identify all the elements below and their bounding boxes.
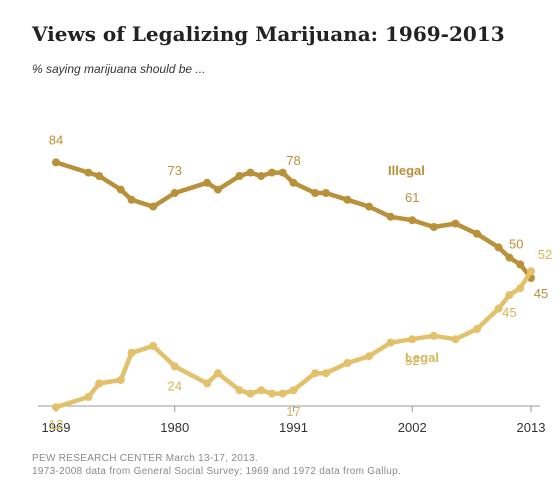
- data-point-legal-1980: [170, 362, 179, 371]
- data-point-legal-1998: [365, 352, 374, 361]
- data-point-illegal-1980: [170, 189, 179, 197]
- chart-subtitle: % saying marijuana should be ...: [32, 62, 206, 76]
- data-point-illegal-1983: [203, 178, 212, 187]
- data-point-legal-1989: [267, 389, 276, 398]
- x-axis-ticks: 1969 1980 1991 2002 2013: [42, 406, 546, 435]
- data-point-illegal-1986: [235, 172, 244, 180]
- data-point-illegal-1991: [289, 178, 298, 187]
- data-point-illegal-2000: [386, 212, 395, 221]
- x-tick-label-1980: 1980: [160, 420, 189, 435]
- data-point-legal-2012: [516, 284, 525, 293]
- x-tick-label-2002: 2002: [398, 420, 427, 435]
- data-point-legal-1978: [149, 342, 158, 350]
- data-point-illegal-1987: [246, 168, 255, 177]
- data-label-illegal-1991: 78: [286, 153, 300, 168]
- data-label-illegal-1980: 73: [168, 163, 182, 178]
- data-point-legal-1987: [246, 389, 255, 398]
- data-point-legal-1984: [213, 369, 222, 378]
- x-tick-label-1991: 1991: [279, 420, 308, 435]
- data-point-illegal-1994: [321, 189, 330, 197]
- data-point-illegal-2010: [494, 243, 503, 252]
- series-layer: [52, 158, 535, 412]
- data-label-illegal-2013: 45: [534, 286, 548, 301]
- data-point-illegal-2011: [505, 253, 514, 262]
- data-point-legal-1969: [52, 403, 60, 412]
- data-labels: 84 73 78 61 50 45 Illegal 12 24 17 32 45 52 Legal: [49, 132, 552, 432]
- data-point-illegal-1975: [116, 185, 125, 194]
- data-point-legal-1983: [203, 379, 212, 388]
- data-point-illegal-1990: [278, 168, 287, 177]
- data-point-legal-1996: [343, 359, 352, 367]
- data-label-illegal-2012: 50: [509, 236, 523, 251]
- data-label-legal-1991: 17: [286, 404, 300, 419]
- source-line-1: PEW RESEARCH CENTER March 13-17, 2013.: [32, 453, 258, 464]
- data-point-legal-1973: [95, 379, 104, 388]
- data-point-legal-1988: [257, 386, 266, 395]
- data-point-legal-2013: [527, 267, 535, 276]
- data-point-legal-2000: [386, 338, 395, 347]
- data-label-illegal-1969: 84: [49, 132, 63, 147]
- data-point-illegal-1972: [84, 168, 93, 177]
- data-point-legal-1972: [84, 393, 93, 401]
- data-point-illegal-2004: [429, 223, 438, 231]
- data-point-illegal-1989: [267, 168, 276, 177]
- data-point-illegal-1973: [95, 172, 104, 180]
- data-point-legal-1986: [235, 386, 244, 395]
- data-point-illegal-1984: [213, 185, 222, 194]
- data-point-illegal-1978: [149, 202, 158, 211]
- data-point-illegal-2012: [516, 260, 525, 269]
- data-point-illegal-1988: [257, 172, 266, 180]
- data-label-legal-2011: 45: [502, 305, 516, 320]
- data-point-illegal-1976: [127, 195, 136, 204]
- data-label-legal-1969: 12: [49, 417, 63, 432]
- data-label-legal-1980: 24: [168, 378, 182, 393]
- data-point-legal-2008: [473, 325, 482, 333]
- data-point-legal-1991: [289, 386, 298, 395]
- series-line-illegal: [53, 160, 534, 281]
- data-label-illegal-2002: 61: [405, 190, 419, 205]
- data-point-illegal-1996: [343, 195, 352, 204]
- source-line-2: 1973-2008 data from General Social Surve…: [32, 466, 402, 477]
- data-point-illegal-2008: [473, 229, 482, 238]
- data-point-legal-1994: [321, 369, 330, 378]
- series-name-label-illegal: Illegal: [388, 163, 425, 178]
- data-point-illegal-1998: [365, 202, 374, 211]
- data-point-legal-2004: [429, 331, 438, 340]
- data-point-illegal-1993: [311, 189, 320, 197]
- series-line-legal: [53, 268, 534, 410]
- data-point-legal-1993: [311, 369, 320, 378]
- data-point-legal-2011: [505, 291, 514, 299]
- series-name-label-legal: Legal: [405, 350, 439, 365]
- data-point-legal-1990: [278, 389, 287, 398]
- data-point-legal-2006: [451, 335, 460, 344]
- data-label-legal-2013: 52: [538, 247, 552, 262]
- data-point-illegal-2006: [451, 219, 460, 228]
- source-note: PEW RESEARCH CENTER March 13-17, 2013. 1…: [32, 452, 401, 478]
- data-point-legal-2010: [494, 304, 503, 313]
- data-label-legal-2002: 32: [405, 353, 419, 368]
- x-tick-label-2013: 2013: [517, 420, 546, 435]
- data-point-illegal-2002: [408, 216, 417, 225]
- data-point-legal-1975: [116, 376, 125, 384]
- x-tick-label-1969: 1969: [42, 420, 71, 435]
- data-point-legal-2002: [408, 335, 417, 344]
- data-point-legal-1976: [127, 348, 136, 357]
- data-point-illegal-1969: [52, 158, 60, 167]
- chart-title: Views of Legalizing Marijuana: 1969-2013: [32, 22, 505, 46]
